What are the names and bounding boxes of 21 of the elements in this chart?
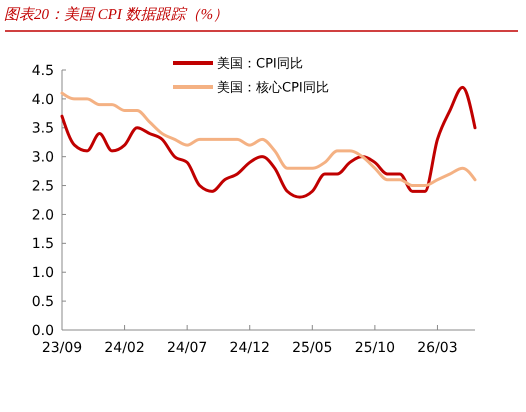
x-tick-label: 25/10 <box>354 340 396 356</box>
x-tick-label: 26/03 <box>417 340 458 356</box>
y-tick-label: 3.0 <box>32 150 54 166</box>
y-tick-label: 0.0 <box>32 322 54 339</box>
y-tick-label: 0.5 <box>32 294 54 310</box>
legend-label: 美国：核心CPI同比 <box>217 80 329 96</box>
x-tick-label: 24/07 <box>166 340 208 356</box>
chart-title: 图表20：美国 CPI 数据跟踪（%） <box>4 6 228 23</box>
legend-label: 美国：CPI同比 <box>217 56 303 72</box>
x-tick-label: 24/12 <box>230 340 270 356</box>
line-series <box>60 92 476 188</box>
y-tick-label: 2.0 <box>32 207 54 224</box>
y-tick-label: 3.5 <box>32 120 54 137</box>
x-tick-label: 23/09 <box>42 340 82 356</box>
x-tick-label: 24/02 <box>104 340 145 356</box>
y-tick-label: 4.5 <box>32 62 54 79</box>
y-tick-label: 1.5 <box>32 236 54 252</box>
y-tick-label: 2.5 <box>32 178 54 194</box>
x-tick-label: 25/05 <box>292 340 332 356</box>
y-tick-label: 1.0 <box>32 265 54 282</box>
y-tick-label: 4.0 <box>32 92 54 108</box>
